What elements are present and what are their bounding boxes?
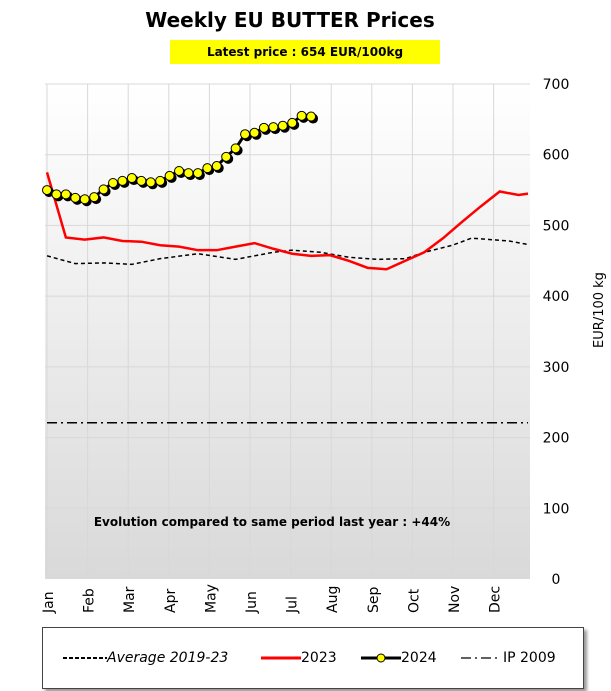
x-tick-label: Mar — [122, 586, 138, 613]
data-point-2024 — [211, 161, 222, 172]
legend: Average 2019-23 2023 2024 IP 2009 — [42, 627, 584, 689]
y-tick-label: 200 — [543, 431, 570, 447]
latest-price-banner: Latest price : 654 EUR/100kg — [170, 40, 440, 64]
data-point-2024 — [98, 184, 109, 195]
x-tick-label: Sep — [366, 587, 382, 614]
data-point-2024 — [70, 192, 81, 203]
y-tick-label: 0 — [552, 572, 561, 588]
y-tick-label: 500 — [543, 218, 570, 234]
y-tick-label: 400 — [543, 289, 570, 305]
y-tick-label: 100 — [543, 501, 570, 517]
x-tick-label: Nov — [447, 586, 463, 613]
data-point-2024 — [192, 168, 203, 179]
y-tick-label: 700 — [543, 77, 570, 93]
data-point-2024 — [108, 178, 119, 188]
data-point-2024 — [136, 175, 147, 186]
data-point-2024 — [183, 168, 194, 179]
data-point-2024 — [89, 192, 100, 203]
data-point-2024 — [249, 127, 260, 138]
data-point-2024 — [306, 111, 317, 122]
x-tick-label: Jun — [244, 591, 260, 614]
y-tick-label: 600 — [543, 148, 570, 164]
data-point-2024 — [268, 122, 279, 133]
data-point-2024 — [240, 129, 251, 140]
y-axis-label: EUR/100 kg — [592, 272, 607, 348]
data-point-2024 — [221, 151, 232, 162]
data-point-2024 — [164, 170, 175, 181]
legend-2024: 2024 — [361, 650, 437, 666]
y-tick-label: 300 — [543, 360, 570, 376]
series-line-1 — [45, 172, 529, 271]
data-point-2024 — [126, 173, 137, 184]
data-point-2024 — [117, 175, 128, 186]
x-tick-label: May — [203, 584, 219, 613]
annotation: Evolution compared to same period last y… — [94, 515, 450, 529]
x-tick-label: Jul — [285, 596, 301, 614]
data-point-2024 — [287, 117, 298, 128]
series-line-0 — [46, 237, 529, 266]
data-point-2024 — [258, 122, 269, 133]
data-point-2024 — [277, 120, 288, 131]
data-point-2024 — [174, 165, 185, 176]
legend-2023: 2023 — [261, 650, 337, 666]
data-point-2024 — [51, 189, 62, 200]
legend-average: Average 2019-23 — [63, 650, 229, 666]
legend-ip2009: IP 2009 — [461, 650, 556, 666]
x-tick-label: Apr — [163, 589, 179, 613]
data-point-2024 — [42, 185, 52, 196]
plot-area — [45, 84, 530, 579]
data-point-2024 — [60, 189, 71, 200]
x-tick-label: Oct — [406, 588, 422, 613]
data-point-2024 — [79, 194, 90, 205]
data-point-2024 — [202, 163, 213, 174]
x-tick-label: Jan — [41, 591, 57, 614]
x-tick-label: Dec — [488, 586, 504, 613]
data-point-2024 — [145, 177, 156, 188]
data-point-2024 — [296, 110, 307, 121]
data-point-2024 — [230, 143, 241, 154]
chart-title: Weekly EU BUTTER Prices — [145, 8, 435, 32]
x-tick-label: Aug — [325, 586, 341, 613]
data-point-2024 — [155, 175, 166, 186]
x-tick-label: Feb — [82, 588, 98, 613]
